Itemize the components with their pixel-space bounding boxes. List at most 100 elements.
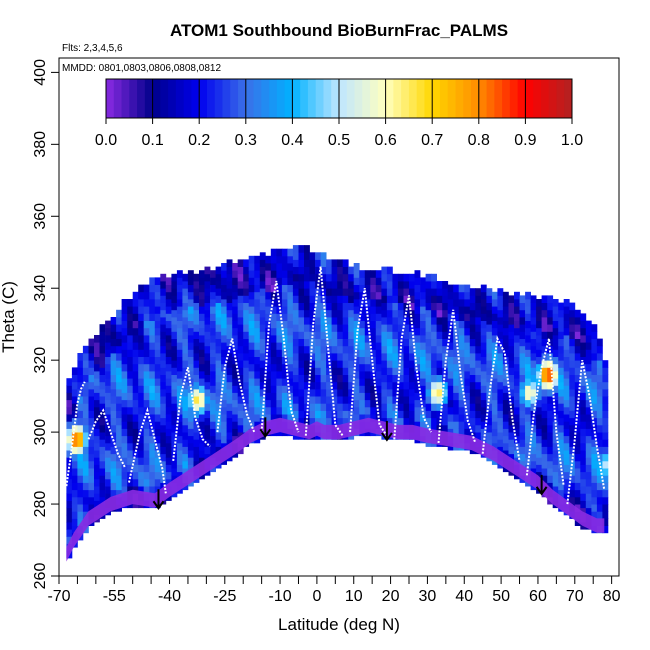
heatmap-cell — [71, 482, 78, 491]
heatmap-cell — [420, 342, 426, 350]
heatmap-cell — [431, 388, 437, 397]
heatmap-cell — [232, 428, 239, 437]
colorbar-swatch — [175, 79, 185, 118]
colorbar-tick-label: 0.3 — [235, 132, 257, 149]
heatmap-cell — [585, 464, 592, 473]
heatmap-cell — [232, 284, 239, 293]
heatmap-cell — [409, 403, 415, 411]
heatmap-cell — [359, 270, 366, 278]
heatmap-cell — [580, 399, 587, 408]
heatmap-cell — [370, 349, 377, 357]
heatmap-cell — [210, 392, 216, 401]
heatmap-cell — [121, 320, 128, 329]
heatmap-cell — [359, 414, 366, 422]
heatmap-cell — [409, 281, 415, 289]
heatmap-cell — [116, 367, 122, 375]
heatmap-cell — [243, 367, 250, 375]
heatmap-cell — [353, 284, 360, 293]
heatmap-cell — [580, 342, 587, 350]
heatmap-cell — [232, 399, 239, 408]
heatmap-cell — [574, 496, 581, 505]
heatmap-cell — [66, 435, 73, 444]
heatmap-cell — [221, 399, 227, 408]
heatmap-cell — [502, 392, 509, 401]
heatmap-cell — [116, 360, 122, 368]
heatmap-cell — [397, 288, 404, 296]
heatmap-cell — [563, 428, 570, 437]
heatmap-cell — [591, 331, 598, 339]
heatmap-cell — [149, 363, 156, 372]
heatmap-cell — [265, 342, 272, 350]
heatmap-cell — [116, 403, 122, 411]
heatmap-cell — [420, 399, 426, 408]
heatmap-cell — [160, 281, 167, 289]
heatmap-cell — [160, 381, 167, 390]
heatmap-cell — [215, 403, 222, 411]
heatmap-cell — [160, 367, 167, 375]
heatmap-cell — [337, 273, 344, 282]
heatmap-cell — [71, 439, 78, 447]
heatmap-cell — [143, 342, 150, 350]
heatmap-cell — [121, 363, 128, 372]
heatmap-cell — [127, 406, 134, 415]
heatmap-cell — [348, 396, 355, 404]
heatmap-cell — [320, 360, 327, 368]
heatmap-cell — [270, 356, 277, 365]
heatmap-cell — [458, 342, 465, 350]
heatmap-cell — [315, 381, 321, 390]
heatmap-cell — [309, 353, 316, 361]
heatmap-cell — [77, 353, 84, 361]
heatmap-cell — [232, 363, 239, 372]
colorbar-swatch — [517, 79, 526, 118]
heatmap-cell — [182, 424, 189, 433]
heatmap-cell — [237, 338, 244, 347]
heatmap-cell — [304, 317, 310, 325]
heatmap-cell — [431, 338, 437, 347]
heatmap-cell — [514, 335, 520, 343]
heatmap-cell — [182, 288, 189, 296]
heatmap-cell — [331, 288, 338, 296]
flight-track — [87, 408, 127, 469]
heatmap-cell — [392, 331, 399, 339]
heatmap-cell — [66, 385, 73, 393]
heatmap-cell — [187, 392, 194, 401]
heatmap-cell — [259, 367, 266, 375]
heatmap-cell — [176, 342, 183, 350]
heatmap-cell — [105, 428, 111, 437]
heatmap-cell — [259, 381, 266, 390]
heatmap-cell — [287, 335, 294, 343]
heatmap-cell — [143, 421, 150, 429]
heatmap-cell — [574, 410, 581, 419]
heatmap-cell — [585, 363, 592, 372]
heatmap-cell — [580, 500, 587, 509]
heatmap-cell — [315, 353, 321, 361]
heatmap-cell — [315, 410, 321, 419]
heatmap-cell — [425, 403, 432, 411]
heatmap-cell — [88, 453, 95, 462]
heatmap-cell — [536, 471, 542, 480]
y-tick-label: 400 — [32, 59, 49, 86]
flight-track — [128, 406, 167, 494]
heatmap-cell — [431, 424, 437, 433]
heatmap-cell — [591, 324, 598, 332]
heatmap-cell — [386, 374, 393, 383]
heatmap-cell — [580, 320, 587, 329]
heatmap-cell — [558, 360, 565, 368]
colorbar-swatch — [292, 79, 301, 118]
heatmap-cell — [536, 342, 542, 350]
heatmap-cell — [82, 424, 89, 433]
heatmap-cell — [138, 435, 145, 444]
heatmap-cell — [469, 338, 476, 347]
heatmap-cell — [138, 356, 145, 365]
heatmap-cell — [348, 360, 355, 368]
heatmap-cell — [342, 309, 349, 318]
heatmap-cell — [165, 471, 172, 480]
heatmap-cell — [552, 385, 559, 393]
heatmap-cell — [132, 327, 139, 336]
heatmap-cell — [154, 342, 161, 350]
heatmap-cell — [469, 381, 476, 390]
heatmap-cell — [71, 367, 78, 375]
heatmap-cell — [99, 403, 106, 411]
heatmap-cell — [105, 392, 111, 401]
heatmap-cell — [138, 342, 145, 350]
